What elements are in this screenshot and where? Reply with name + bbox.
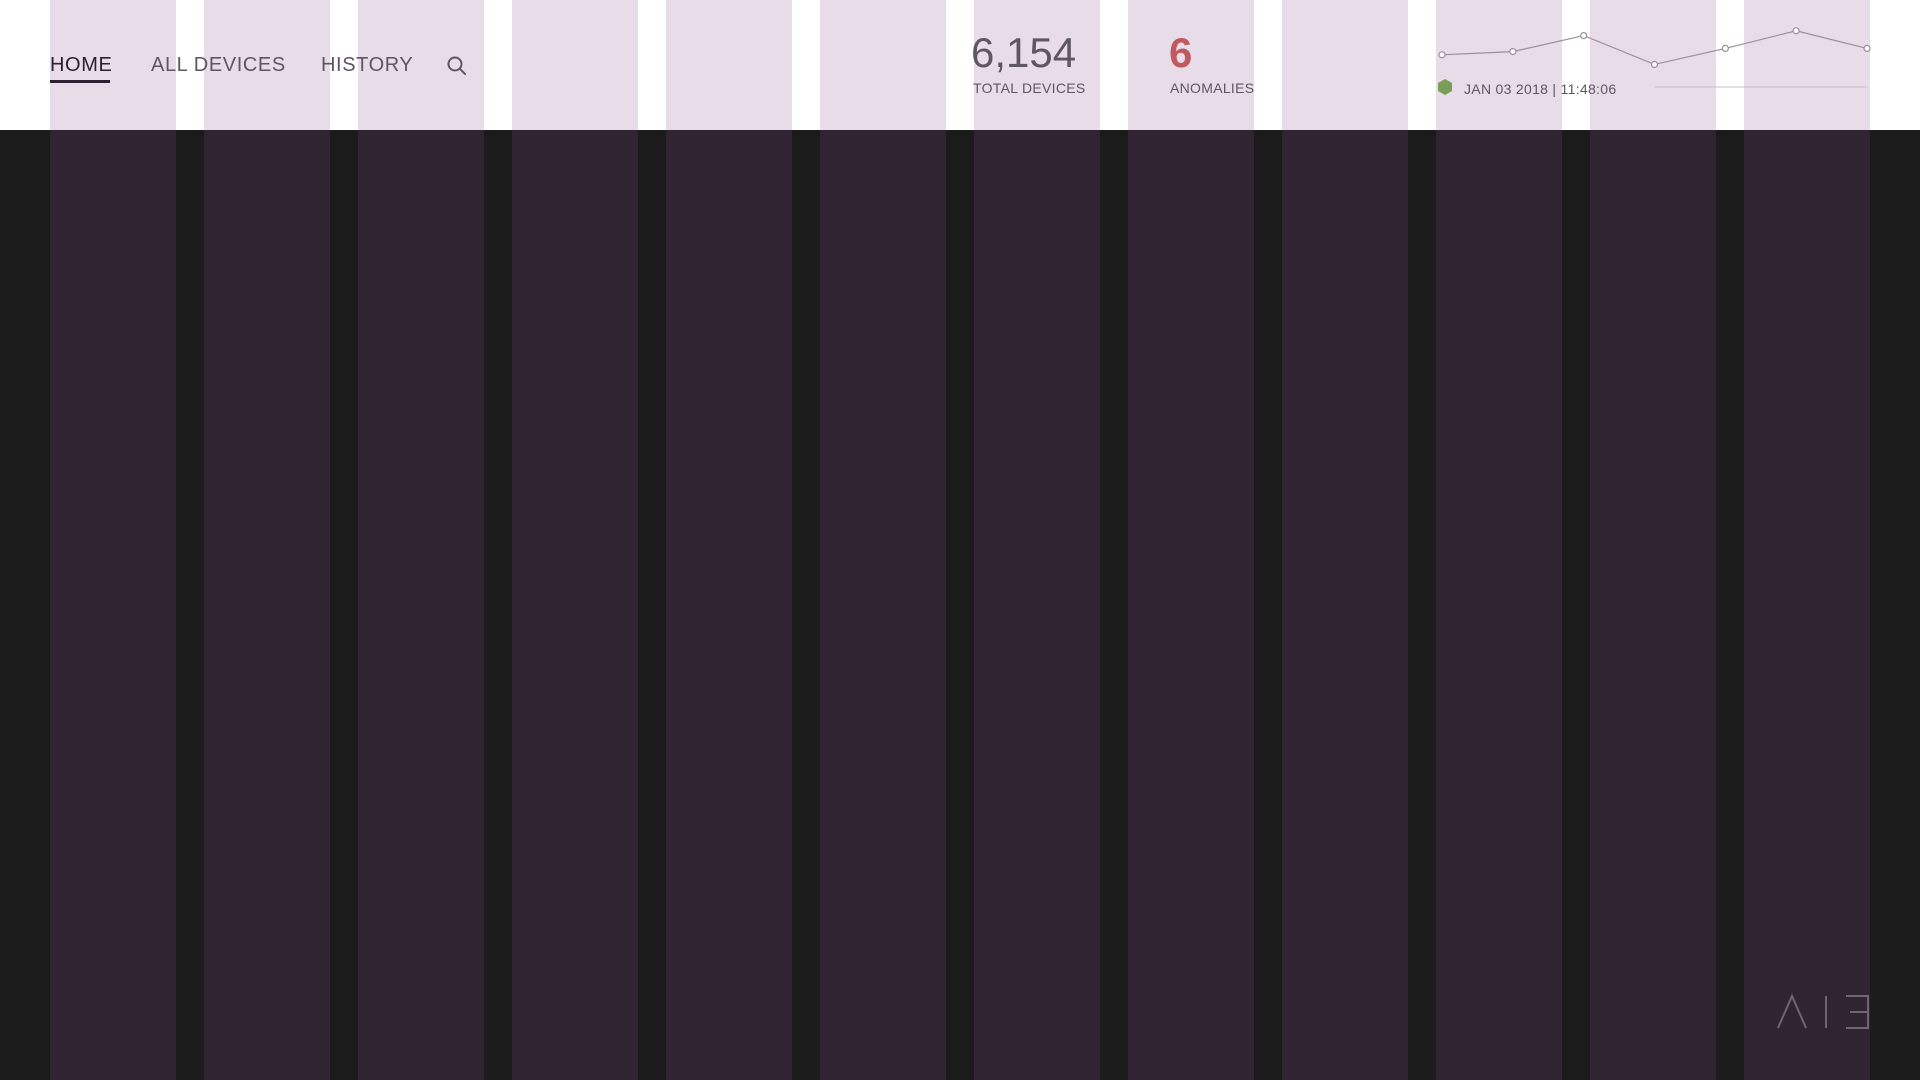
active-nav-underline [50, 80, 110, 83]
nav-home[interactable]: HOME [50, 54, 113, 76]
total-devices-label: TOTAL DEVICES [973, 80, 1086, 96]
grid-column-body [50, 130, 176, 1080]
grid-column-body [512, 130, 638, 1080]
grid-column-header [358, 0, 484, 130]
grid-column-header [1282, 0, 1408, 130]
grid-column-body [1590, 130, 1716, 1080]
grid-column-header [512, 0, 638, 130]
grid-column-body [974, 130, 1100, 1080]
anomalies-label: ANOMALIES [1170, 80, 1255, 96]
total-devices-value: 6,154 [971, 29, 1077, 76]
last-updated-timestamp: JAN 03 2018 | 11:48:06 [1464, 81, 1617, 97]
sparkline-point [1438, 51, 1446, 59]
grid-column-header [666, 0, 792, 130]
sparkline-point [1721, 44, 1729, 52]
grid-column-header [204, 0, 330, 130]
grid-column-header [50, 0, 176, 130]
hexagon-status-icon [1438, 79, 1452, 95]
anomalies-value[interactable]: 6 [1169, 29, 1193, 76]
grid-column-body [1282, 130, 1408, 1080]
grid-column-body [358, 130, 484, 1080]
aie-logo [1777, 994, 1869, 1029]
grid-column-header [820, 0, 946, 130]
nav-all-devices[interactable]: ALL DEVICES [151, 54, 286, 76]
grid-column-body [1744, 130, 1870, 1080]
sparkline-line [1441, 30, 1868, 66]
sparkline-point [1580, 32, 1588, 40]
grid-column-body [820, 130, 946, 1080]
grid-column-header [1436, 0, 1562, 130]
sparkline-point [1650, 60, 1659, 69]
grid-column-body [1436, 130, 1562, 1080]
grid-column-header [974, 0, 1100, 130]
search-icon[interactable] [446, 55, 468, 77]
grid-column-header [1744, 0, 1870, 130]
grid-column-body [204, 130, 330, 1080]
sparkline-point [1792, 27, 1800, 35]
grid-column-header [1128, 0, 1254, 130]
activity-sparkline [1438, 27, 1871, 88]
sparkline-point [1509, 47, 1517, 56]
grid-column-body [1128, 130, 1254, 1080]
sparkline-point [1863, 44, 1871, 52]
nav-history[interactable]: HISTORY [321, 54, 414, 76]
grid-column-body [666, 130, 792, 1080]
